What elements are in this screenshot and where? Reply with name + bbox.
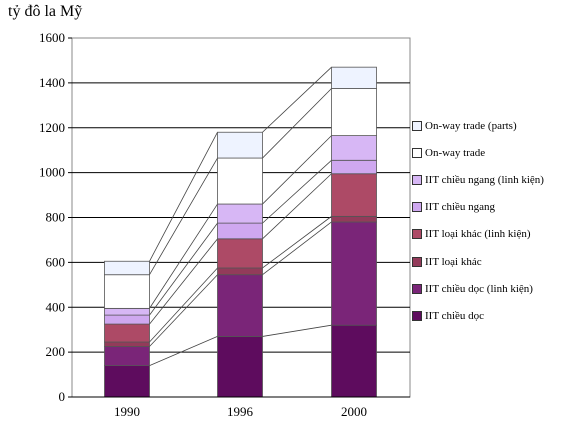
y-tick-label: 1200 xyxy=(39,120,65,135)
connector-line xyxy=(149,132,218,262)
legend-label: IIT chiều dọc xyxy=(425,309,485,322)
connector-line xyxy=(149,267,218,343)
bar-segment xyxy=(104,365,150,398)
connector-line xyxy=(262,66,332,133)
bar-segment xyxy=(104,341,150,347)
legend-swatch xyxy=(412,120,422,131)
legend-label: IIT chiều ngang (linh kiện) xyxy=(425,173,544,186)
bar-segment xyxy=(104,346,150,366)
bar-segment xyxy=(104,314,150,325)
legend-item: IIT loại khác xyxy=(412,248,544,275)
bar-segment xyxy=(217,157,263,205)
connector-line xyxy=(149,274,218,347)
y-tick-label: 1000 xyxy=(39,165,65,180)
connector-line xyxy=(262,216,332,269)
y-tick-label: 800 xyxy=(46,210,66,225)
connector-line xyxy=(149,203,218,309)
bar-segment xyxy=(331,215,377,223)
bar-segment xyxy=(217,238,263,269)
legend-swatch xyxy=(412,310,422,321)
connector-line xyxy=(262,221,332,276)
bar-segment xyxy=(331,159,377,175)
legend-swatch xyxy=(412,147,422,158)
legend-swatch xyxy=(412,202,422,213)
bar-segment xyxy=(104,323,150,343)
legend-swatch xyxy=(412,283,422,294)
legend-swatch xyxy=(412,256,422,267)
connector-line xyxy=(262,324,332,337)
connector-line xyxy=(149,157,218,275)
bar-segment xyxy=(331,66,377,89)
x-tick-label: 1996 xyxy=(227,404,254,419)
legend-item: IIT chiều dọc xyxy=(412,302,544,329)
connector-line xyxy=(149,238,218,325)
y-axis-title: tỷ đô la Mỹ xyxy=(8,3,83,20)
legend-item: IIT chiều ngang xyxy=(412,194,544,221)
bar-segment xyxy=(331,221,377,326)
bar-segment xyxy=(104,307,150,316)
legend-label: On-way trade (parts) xyxy=(425,119,517,132)
x-tick-label: 2000 xyxy=(341,404,367,419)
legend-item: IIT loại khác (linh kiện) xyxy=(412,221,544,248)
y-tick-label: 1600 xyxy=(39,30,65,45)
legend-label: On-way trade xyxy=(425,146,486,159)
y-tick-label: 400 xyxy=(46,299,66,314)
legend-item: On-way trade (parts) xyxy=(412,112,544,139)
y-tick-label: 0 xyxy=(59,389,66,404)
y-tick-label: 200 xyxy=(46,344,66,359)
connector-line xyxy=(262,135,332,205)
bar-segment xyxy=(217,336,263,398)
bar-segment xyxy=(104,274,150,309)
legend-label: IIT loại khác (linh kiện) xyxy=(425,228,531,241)
bar-segment xyxy=(331,135,377,161)
legend-swatch xyxy=(412,174,422,185)
legend-label: IIT chiều ngang xyxy=(425,201,496,214)
bar-segment xyxy=(217,274,263,337)
bar-segment xyxy=(104,260,150,276)
bar-segment xyxy=(331,173,377,217)
connector-line xyxy=(262,173,332,240)
y-tick-label: 1400 xyxy=(39,75,65,90)
connector-line xyxy=(262,159,332,224)
legend-swatch xyxy=(412,229,422,240)
legend-item: On-way trade xyxy=(412,139,544,166)
bar-segment xyxy=(217,267,263,276)
y-tick-label: 600 xyxy=(46,254,66,269)
connector-line xyxy=(149,336,218,366)
x-tick-label: 1990 xyxy=(114,404,140,419)
bar-segment xyxy=(217,131,263,159)
legend-label: IIT loại khác xyxy=(425,255,482,268)
bar-segment xyxy=(331,324,377,398)
chart-legend: On-way trade (parts) On-way trade IIT chiề… xyxy=(412,112,544,330)
connector-line xyxy=(262,88,332,159)
bar-segment xyxy=(217,222,263,240)
legend-item: IIT chiều dọc (linh kiện) xyxy=(412,275,544,302)
connector-line xyxy=(149,222,218,316)
bar-segment xyxy=(217,203,263,224)
bar-segment xyxy=(331,88,377,137)
legend-item: IIT chiều ngang (linh kiện) xyxy=(412,166,544,193)
legend-label: IIT chiều dọc (linh kiện) xyxy=(425,282,533,295)
